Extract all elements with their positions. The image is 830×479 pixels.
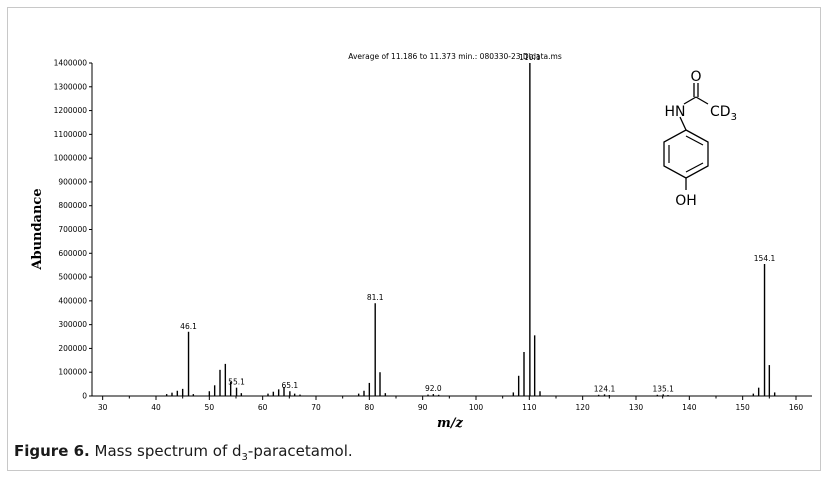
oxygen-atom-label: O (690, 69, 701, 85)
x-tick-label: 150 (736, 403, 751, 412)
y-tick-label: 1400000 (54, 59, 88, 68)
x-tick-label: 80 (365, 403, 375, 412)
peak-label: 81.1 (367, 293, 384, 302)
oh-group-label: OH (675, 193, 697, 209)
n-c-bond (683, 96, 697, 105)
x-tick-group: 30 40 50 60 70 80 90 100 110 120 130 140 150 160 (98, 396, 803, 412)
y-tick-label: 1000000 (54, 154, 88, 163)
caption-text: Mass spectrum of d (89, 442, 242, 460)
y-tick-label: 1200000 (54, 106, 88, 115)
cd3-subscript: 3 (731, 112, 737, 123)
y-tick-label: 300000 (58, 320, 87, 329)
y-tick-label: 200000 (58, 344, 87, 353)
benzene-ring (663, 129, 709, 179)
x-tick-label: 60 (258, 403, 268, 412)
x-axis-label: m/z (437, 416, 464, 431)
ring-double-bond-1 (685, 135, 704, 146)
y-tick-group: 0 100000 200000 300000 400000 500000 600000 700… (54, 59, 92, 401)
y-tick-label: 1100000 (54, 130, 88, 139)
nh-group-label: HN (665, 104, 686, 120)
figure-frame (7, 7, 821, 471)
peak-label: 92.0 (425, 384, 442, 393)
d3-paracetamol-structure: O HN CD3 OH (663, 69, 737, 209)
caption-text-end: -paracetamol. (247, 442, 353, 460)
y-tick-label: 1300000 (54, 82, 88, 91)
x-tick-label: 120 (576, 403, 591, 412)
x-tick-label: 160 (789, 403, 804, 412)
y-tick-label: 600000 (58, 249, 87, 258)
n-ring-bond (679, 116, 687, 131)
y-tick-label: 800000 (58, 201, 87, 210)
y-tick-label: 900000 (58, 177, 87, 186)
x-tick-label: 50 (205, 403, 215, 412)
peak-label: 124.1 (594, 384, 616, 393)
y-tick-label: 400000 (58, 296, 87, 305)
peak-label: 65.1 (282, 381, 299, 390)
x-tick-label: 30 (98, 403, 108, 412)
cd3-group-label: CD3 (710, 104, 737, 123)
x-axis: 30 40 50 60 70 80 90 100 110 120 130 140 150 160 (92, 395, 812, 412)
ring-double-bond-3 (685, 162, 704, 173)
y-tick-label: 500000 (58, 273, 87, 282)
x-tick-label: 130 (629, 403, 644, 412)
x-tick-label: 70 (311, 403, 321, 412)
x-tick-label: 110 (522, 403, 537, 412)
caption-label: Figure 6. (14, 442, 90, 460)
c-cd3-bond (695, 96, 709, 105)
x-tick-label: 100 (469, 403, 484, 412)
caption-subscript: 3 (241, 452, 248, 463)
mass-spectrum-chart: Average of 11.186 to 11.373 min.: 080330… (30, 52, 812, 431)
figure-caption: Figure 6. Mass spectrum of d3-paracetamo… (14, 442, 353, 463)
x-tick-label: 140 (682, 403, 697, 412)
y-axis-label: Abundance (30, 188, 45, 270)
peak-label: 110.1 (519, 53, 541, 62)
x-tick-label: 90 (418, 403, 428, 412)
peak-series (165, 63, 776, 396)
cd3-main: CD (710, 104, 731, 120)
peak-label: 55.1 (228, 378, 245, 387)
y-tick-label: 100000 (58, 368, 87, 377)
peak-label-group: 46.1 55.1 65.1 81.1 92.0 110.1 124.1 135.1 154.1 (180, 53, 775, 393)
peak-label: 154.1 (754, 254, 776, 263)
peak-label: 46.1 (180, 322, 197, 331)
peak-label: 135.1 (652, 384, 674, 393)
y-axis: 0 100000 200000 300000 400000 500000 600000 700… (54, 59, 93, 401)
y-tick-label: 0 (82, 392, 87, 401)
y-tick-label: 700000 (58, 225, 87, 234)
x-tick-label: 40 (151, 403, 161, 412)
chart-title: Average of 11.186 to 11.373 min.: 080330… (348, 52, 562, 61)
